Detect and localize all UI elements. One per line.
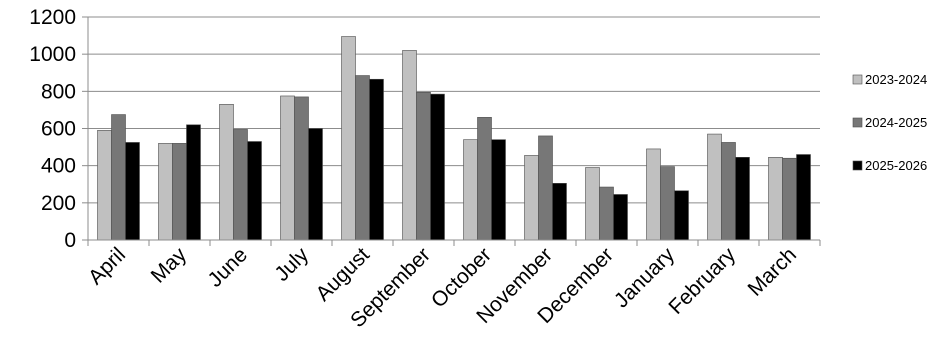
bar-2024-2025-February bbox=[721, 142, 736, 241]
gridlines bbox=[88, 16, 820, 204]
bar-2023-2024-November bbox=[524, 155, 539, 241]
bar-2023-2024-March bbox=[768, 157, 783, 241]
bar-2025-2026-September bbox=[430, 93, 445, 241]
x-tick-label-May: May bbox=[147, 243, 192, 288]
bar-2023-2024-July bbox=[280, 95, 295, 241]
y-tick-label: 600 bbox=[41, 118, 76, 141]
legend-swatch-2025-2026 bbox=[852, 160, 863, 171]
bar-2023-2024-August bbox=[341, 36, 356, 241]
y-tick-label: 1200 bbox=[29, 6, 76, 29]
bar-2023-2024-February bbox=[707, 133, 722, 241]
legend-swatch-2023-2024 bbox=[852, 74, 863, 85]
axes bbox=[82, 16, 821, 246]
bar-2025-2026-July bbox=[308, 128, 323, 241]
bar-2025-2026-June bbox=[247, 141, 262, 241]
bar-2023-2024-September bbox=[402, 50, 417, 241]
legend-label-2025-2026: 2025-2026 bbox=[865, 158, 927, 173]
y-tick-label: 200 bbox=[41, 192, 76, 215]
bar-2025-2026-April bbox=[125, 142, 140, 241]
bar-2025-2026-December bbox=[613, 194, 628, 241]
x-tick-label-July: July bbox=[270, 243, 313, 286]
bar-2025-2026-February bbox=[735, 157, 750, 241]
bar-2024-2025-December bbox=[599, 186, 614, 241]
x-tick-label-February: February bbox=[664, 243, 740, 319]
bars bbox=[97, 36, 811, 241]
y-tick-label: 1000 bbox=[29, 43, 76, 66]
bar-2025-2026-January bbox=[674, 190, 689, 241]
y-tick-label: 400 bbox=[41, 155, 76, 178]
x-tick-label-April: April bbox=[84, 243, 130, 289]
bar-2024-2025-August bbox=[355, 75, 370, 241]
bar-2023-2024-June bbox=[219, 104, 234, 241]
legend-label-2024-2025: 2024-2025 bbox=[865, 115, 927, 130]
x-tick-label-June: June bbox=[204, 243, 252, 291]
bar-2023-2024-October bbox=[463, 139, 478, 241]
bar-2025-2026-August bbox=[369, 78, 384, 241]
x-tick-label-March: March bbox=[744, 243, 802, 301]
bar-2024-2025-July bbox=[294, 96, 309, 241]
bar-2024-2025-October bbox=[477, 117, 492, 241]
legend: 2023-2024 2024-2025 2025-2026 bbox=[852, 72, 927, 173]
bar-2025-2026-November bbox=[552, 183, 567, 241]
bar-2024-2025-January bbox=[660, 166, 675, 241]
bar-2023-2024-January bbox=[646, 148, 661, 241]
bar-2023-2024-May bbox=[158, 143, 173, 241]
y-tick-label: 800 bbox=[41, 80, 76, 103]
bar-2024-2025-May bbox=[172, 143, 187, 241]
bar-2024-2025-September bbox=[416, 91, 431, 241]
bar-2025-2026-October bbox=[491, 139, 506, 241]
legend-swatch-2024-2025 bbox=[852, 117, 863, 128]
bar-2024-2025-March bbox=[782, 157, 797, 241]
y-tick-label: 0 bbox=[64, 229, 76, 252]
bar-2024-2025-April bbox=[111, 114, 126, 241]
bar-2025-2026-May bbox=[186, 124, 201, 241]
bar-2024-2025-November bbox=[538, 135, 553, 241]
bar-2023-2024-December bbox=[585, 167, 600, 241]
bar-2024-2025-June bbox=[233, 129, 248, 241]
bar-2023-2024-April bbox=[97, 130, 112, 241]
bar-2025-2026-March bbox=[796, 154, 811, 241]
legend-label-2023-2024: 2023-2024 bbox=[865, 72, 927, 87]
